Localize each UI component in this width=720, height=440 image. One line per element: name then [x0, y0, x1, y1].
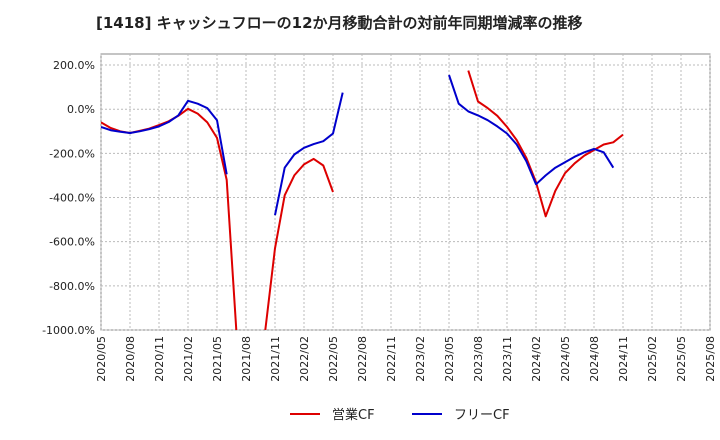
x-tick-label: 2024/02	[530, 336, 543, 382]
x-tick-label: 2025/08	[704, 336, 717, 382]
y-tick-label: -200.0%	[49, 147, 95, 160]
x-tick-label: 2020/11	[153, 336, 166, 382]
x-tick-label: 2021/02	[182, 336, 195, 382]
series-line	[448, 74, 615, 186]
x-tick-label: 2023/05	[443, 336, 456, 382]
x-tick-label: 2021/11	[269, 336, 282, 382]
y-tick-label: -800.0%	[49, 280, 95, 293]
x-tick-label: 2020/05	[95, 336, 108, 382]
x-tick-label: 2024/11	[617, 336, 630, 382]
series-line	[264, 157, 334, 330]
y-tick-label: 200.0%	[53, 59, 95, 72]
legend-label: 営業CF	[332, 407, 375, 423]
x-tick-label: 2022/11	[385, 336, 398, 382]
series-line	[101, 99, 228, 175]
x-tick-label: 2022/02	[298, 336, 311, 382]
plot-area	[100, 53, 711, 331]
y-tick-label: -400.0%	[49, 192, 95, 205]
y-tick-label: 0.0%	[67, 103, 95, 116]
x-tick-label: 2024/08	[588, 336, 601, 382]
chart-title: [1418] キャッシュフローの12か月移動合計の対前年同期増減率の推移	[96, 14, 583, 32]
x-tick-label: 2024/05	[559, 336, 572, 382]
x-tick-label: 2022/05	[327, 336, 340, 382]
x-tick-label: 2021/05	[211, 336, 224, 382]
legend-label: フリーCF	[454, 408, 510, 423]
series-line	[274, 92, 344, 216]
y-tick-label: -1000.0%	[42, 324, 95, 337]
x-tick-label: 2023/02	[414, 336, 427, 382]
x-tick-label: 2025/05	[675, 336, 688, 382]
x-tick-label: 2022/08	[356, 336, 369, 382]
x-tick-label: 2021/08	[240, 336, 253, 382]
y-tick-label: -600.0%	[49, 236, 95, 249]
x-tick-label: 2023/08	[472, 336, 485, 382]
x-tick-label: 2020/08	[124, 336, 137, 382]
series-line	[467, 70, 624, 218]
x-tick-label: 2023/11	[501, 336, 514, 382]
x-tick-label: 2025/02	[646, 336, 659, 382]
